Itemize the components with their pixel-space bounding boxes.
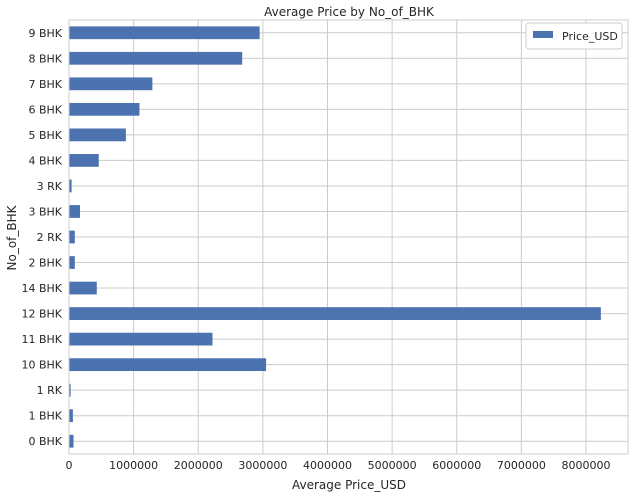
y-tick-label: 10 BHK	[21, 359, 62, 372]
bar	[69, 179, 72, 193]
x-axis-title: Average Price_USD	[292, 478, 406, 492]
y-tick-label: 2 BHK	[28, 257, 62, 270]
bar	[69, 409, 73, 423]
y-tick-label: 0 BHK	[28, 435, 62, 448]
bar	[69, 102, 140, 116]
bar	[69, 256, 75, 269]
legend-box	[525, 22, 623, 50]
bars	[69, 26, 601, 448]
x-tick-label: 6000000	[432, 459, 481, 472]
bar	[69, 434, 74, 448]
bar	[69, 281, 97, 295]
y-tick-label: 2 RK	[37, 231, 63, 244]
y-tick-label: 5 BHK	[28, 129, 62, 142]
x-tick-label: 1000000	[109, 459, 158, 472]
bar	[69, 383, 71, 397]
legend-label: Price_USD	[562, 30, 618, 43]
x-tick-label: 0	[66, 459, 73, 472]
y-axis-title: No_of_BHK	[5, 204, 19, 270]
y-tick-label: 14 BHK	[21, 282, 62, 295]
y-tick-label: 1 BHK	[28, 410, 62, 423]
bar	[69, 26, 260, 40]
y-tick-label: 3 RK	[37, 180, 63, 193]
x-tick-label: 2000000	[174, 459, 223, 472]
x-tick-label: 8000000	[561, 459, 610, 472]
y-tick-label: 4 BHK	[28, 154, 62, 167]
y-tick-label: 7 BHK	[28, 78, 62, 91]
bar	[69, 307, 601, 320]
y-tick-labels: 0 BHK 1 BHK 1 RK 10 BHK 11 BHK 12 BHK 14 BHK 2 …	[21, 27, 62, 448]
x-tick-label: 7000000	[497, 459, 546, 472]
bar	[69, 128, 126, 142]
bar	[69, 332, 213, 346]
bar	[69, 230, 75, 244]
grid-lines	[68, 20, 628, 454]
bar	[69, 77, 153, 91]
x-tick-labels: 0 1000000 2000000 3000000 4000000 5000000 6000…	[66, 459, 611, 472]
y-tick-label: 11 BHK	[21, 333, 62, 346]
x-tick-label: 3000000	[238, 459, 287, 472]
chart-title: Average Price by No_of_BHK	[264, 5, 435, 19]
x-tick-label: 4000000	[303, 459, 352, 472]
bar	[69, 358, 267, 372]
y-tick-label: 9 BHK	[28, 27, 62, 40]
legend: Price_USD	[525, 22, 623, 50]
plot-frame	[68, 19, 629, 455]
y-tick-label: 12 BHK	[21, 308, 62, 321]
legend-swatch	[533, 31, 553, 38]
bar	[69, 154, 99, 167]
bar	[69, 51, 243, 65]
y-tick-label: 3 BHK	[28, 205, 62, 218]
y-tick-label: 1 RK	[37, 384, 63, 397]
y-tick-label: 6 BHK	[28, 103, 62, 116]
y-tick-label: 8 BHK	[28, 52, 62, 65]
x-tick-label: 5000000	[368, 459, 417, 472]
bar	[69, 205, 80, 218]
